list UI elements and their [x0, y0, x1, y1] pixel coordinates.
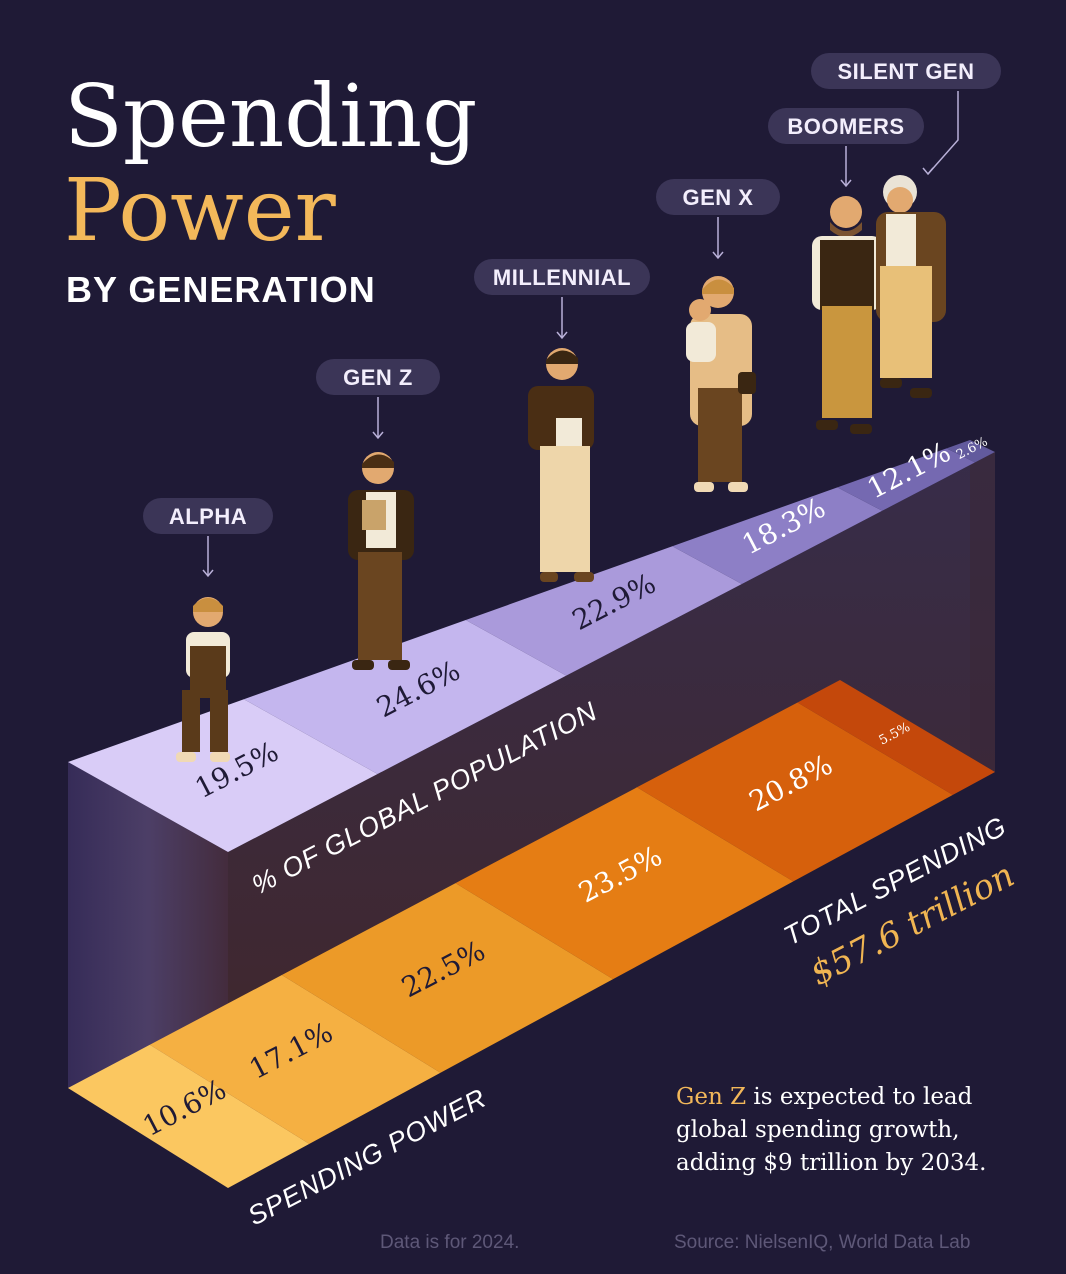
population-segment-alpha: [68, 699, 378, 852]
note-line1: Gen Z is expected to lead: [676, 1084, 973, 1110]
generation-name-gen-z: GEN Z: [343, 365, 413, 390]
pointer-line-silent-gen: [927, 91, 959, 175]
note-line3: adding $9 trillion by 2034.: [676, 1150, 986, 1176]
generation-label-gen-x: GEN X: [656, 179, 780, 260]
generation-pill-millennial: [474, 259, 650, 295]
block-right-end: [970, 440, 995, 772]
population-segment-silent-gen: [946, 440, 995, 463]
title-by-generation: BY GENERATION: [66, 269, 376, 310]
pointer-arrow-alpha: [202, 569, 214, 578]
generation-pill-gen-x: [656, 179, 780, 215]
pointer-arrow-gen-z: [372, 431, 384, 440]
generation-name-boomers: BOOMERS: [787, 114, 904, 139]
source-footnote: Source: NielsenIQ, World Data Lab: [674, 1232, 970, 1253]
note-line1-rest: is expected to lead: [746, 1084, 973, 1110]
title-power: Power: [64, 161, 337, 261]
note-line2: global spending growth,: [676, 1117, 960, 1143]
alpha-figure: [176, 597, 230, 762]
genx-figure: [686, 276, 756, 492]
generation-name-gen-x: GEN X: [683, 185, 754, 210]
generation-label-gen-z: GEN Z: [316, 359, 440, 440]
genz-figure: [348, 452, 414, 670]
pointer-arrow-gen-x: [712, 251, 724, 260]
title-block: Spending Power BY GENERATION: [64, 67, 477, 310]
spending-segment-gen-z: [149, 974, 441, 1144]
generation-labels: ALPHA GEN Z MILLENNIAL GEN X BOOMERS SILENT G…: [143, 53, 1001, 578]
silent-gen-figure: [876, 175, 946, 398]
population-segment-boomers: [837, 448, 976, 511]
generation-label-alpha: ALPHA: [143, 498, 273, 578]
generation-pill-alpha: [143, 498, 273, 534]
population-segment-gen-x: [672, 487, 883, 584]
generation-pill-boomers: [768, 108, 924, 144]
spending-segment-millennial: [281, 883, 614, 1073]
note-highlight: Gen Z: [676, 1084, 746, 1110]
boomer-figure: [812, 196, 882, 434]
gen-z-note: Gen Z is expected to lead global spendin…: [676, 1084, 986, 1176]
generation-pill-gen-z: [316, 359, 440, 395]
pointer-arrow-millennial: [556, 331, 568, 340]
generation-label-silent-gen: SILENT GEN: [811, 53, 1001, 176]
pointer-arrow-boomers: [840, 179, 852, 188]
spending-bottom-faces: [68, 680, 995, 1188]
spending-segment-silent-gen: [797, 680, 995, 795]
block-3d: 19.5%24.6%22.9%18.3%12.1%2.6% 10.6%17.1%…: [68, 434, 995, 1188]
spending-segment-gen-x: [455, 787, 794, 980]
millennial-figure: [528, 348, 594, 582]
population-segment-gen-z: [243, 619, 567, 774]
generation-label-boomers: BOOMERS: [768, 108, 924, 188]
people-illustrations: [176, 175, 946, 762]
pointer-arrow-silent-gen: [922, 167, 934, 176]
title-spending: Spending: [64, 67, 477, 167]
generation-name-alpha: ALPHA: [169, 504, 247, 529]
data-year-footnote: Data is for 2024.: [380, 1232, 519, 1253]
spending-segment-alpha: [68, 1044, 310, 1188]
generation-label-millennial: MILLENNIAL: [474, 259, 650, 340]
generation-pill-silent-gen: [811, 53, 1001, 89]
generation-name-silent-gen: SILENT GEN: [837, 59, 974, 84]
generation-name-millennial: MILLENNIAL: [493, 265, 631, 290]
population-segment-millennial: [465, 546, 742, 676]
population-top-faces: [68, 440, 995, 852]
spending-segment-boomers: [636, 702, 953, 882]
